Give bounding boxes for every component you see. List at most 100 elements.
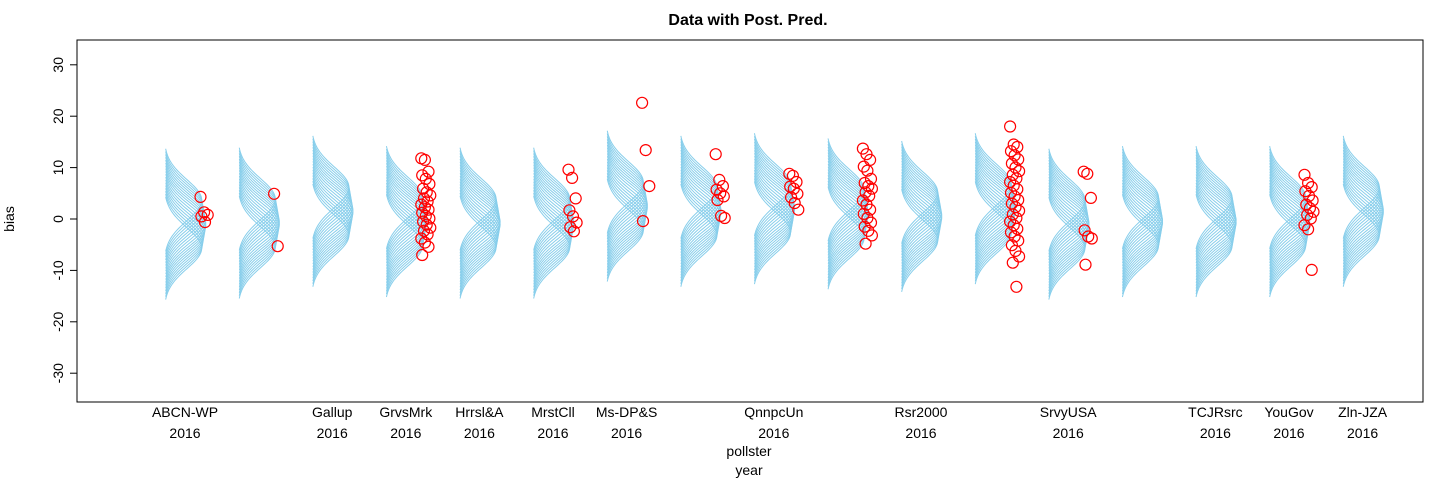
posterior-curve <box>312 135 350 239</box>
y-axis-label: bias <box>1 206 17 232</box>
data-point <box>790 175 803 189</box>
posterior-curve <box>606 130 644 234</box>
posterior-curve <box>459 161 500 265</box>
data-point <box>1081 167 1094 180</box>
data-point <box>1301 176 1315 190</box>
posterior-curve <box>1195 148 1234 252</box>
posterior-curve <box>1048 151 1086 255</box>
posterior-curve <box>754 150 795 254</box>
x-tick-label-pollster: Hrrsl&A <box>455 404 504 420</box>
posterior-curve <box>459 170 501 274</box>
posterior-curve <box>1195 165 1237 269</box>
data-point <box>1010 280 1023 293</box>
posterior-curve <box>312 144 351 248</box>
posterior-curve <box>312 155 353 259</box>
posterior-curve <box>238 170 280 274</box>
data-point <box>1305 181 1318 194</box>
posterior-curve <box>606 144 647 248</box>
data-point <box>709 148 722 161</box>
posterior-curve <box>680 138 718 242</box>
data-point <box>1004 226 1018 239</box>
posterior-curve <box>901 160 942 264</box>
data-point <box>863 189 876 202</box>
y-tick-label: -10 <box>50 260 66 280</box>
x-tick-label-pollster: SrvyUSA <box>1040 404 1097 420</box>
posterior-curve <box>1122 154 1161 258</box>
posterior-curve <box>1122 168 1164 272</box>
posterior-curve <box>606 150 648 254</box>
data-point <box>418 201 431 214</box>
posterior-curve <box>680 155 721 259</box>
data-point <box>1078 224 1091 237</box>
data-point <box>639 144 652 157</box>
data-point <box>418 236 431 249</box>
data-point <box>201 208 214 221</box>
x-tick-label-pollster: MrstCll <box>531 404 575 420</box>
posterior-curve <box>1195 146 1233 250</box>
data-point <box>423 212 436 225</box>
posterior-curve <box>1342 138 1381 242</box>
y-tick-label: 30 <box>50 57 66 73</box>
data-point <box>1008 149 1021 162</box>
data-point <box>1011 222 1024 235</box>
posterior-curve <box>1122 160 1162 264</box>
x-tick-label-pollster: Rsr2000 <box>895 404 948 420</box>
data-point <box>417 215 430 228</box>
posterior-curve <box>1342 147 1382 251</box>
posterior-curve <box>1195 168 1237 272</box>
posterior-curve <box>1342 149 1383 253</box>
data-point <box>565 171 579 184</box>
data-point <box>416 169 429 182</box>
data-point <box>862 180 875 193</box>
posterior-curve <box>606 153 648 257</box>
posterior-curve <box>238 161 279 265</box>
data-point <box>416 248 429 262</box>
posterior-curve <box>459 164 500 268</box>
data-point <box>635 96 649 109</box>
posterior-curve <box>1342 144 1382 248</box>
posterior-curve <box>901 146 940 250</box>
data-point <box>1004 145 1018 158</box>
posterior-curve <box>459 167 501 271</box>
posterior-curve <box>459 158 499 262</box>
data-point <box>421 195 434 208</box>
posterior-curve <box>533 161 573 265</box>
posterior-curve <box>459 156 499 260</box>
data-point <box>714 187 727 200</box>
posterior-curve <box>386 151 425 255</box>
posterior-curve <box>533 158 573 262</box>
data-point <box>415 232 428 245</box>
data-point <box>422 240 435 253</box>
posterior-curve <box>238 153 277 257</box>
data-point <box>1008 230 1021 243</box>
x-axis-label-pollster: pollster <box>726 443 771 459</box>
data-point <box>1079 258 1092 271</box>
data-point <box>1011 140 1024 154</box>
data-point <box>419 209 432 222</box>
posterior-curve <box>386 168 428 272</box>
data-point <box>1300 198 1313 211</box>
posterior-curve <box>1048 159 1088 263</box>
data-point <box>422 203 435 216</box>
posterior-curve <box>1195 151 1234 255</box>
data-point <box>1298 219 1311 232</box>
data-point <box>1012 153 1025 166</box>
x-tick-label-pollster: Zln-JZA <box>1338 404 1388 420</box>
x-tick-label-year: 2016 <box>537 425 568 441</box>
posterior-curve <box>901 155 941 259</box>
data-point <box>194 190 207 203</box>
data-point <box>563 204 576 217</box>
posterior-curve-group <box>901 140 943 292</box>
data-point <box>424 189 437 202</box>
data-point <box>1012 204 1026 217</box>
data-point <box>865 182 879 195</box>
posterior-curve <box>238 150 277 254</box>
posterior-curve <box>386 160 426 264</box>
posterior-curve <box>753 136 792 240</box>
posterior-curve <box>606 139 646 243</box>
data-point <box>1301 223 1315 236</box>
posterior-curve <box>385 148 424 252</box>
data-point <box>564 221 577 234</box>
posterior-curve <box>238 167 280 271</box>
